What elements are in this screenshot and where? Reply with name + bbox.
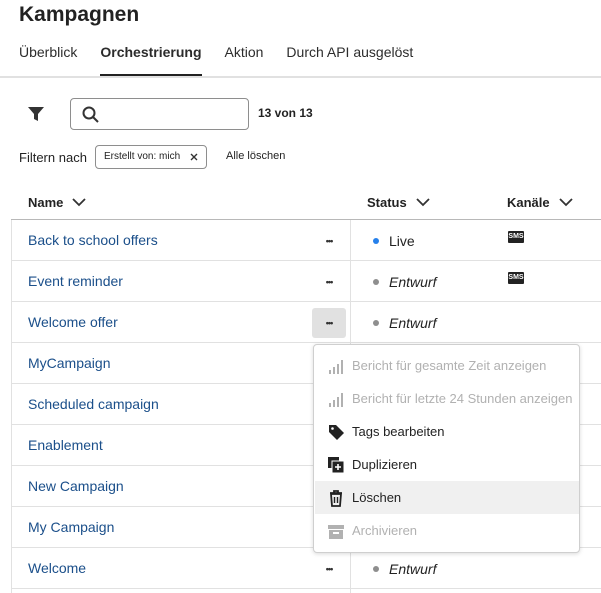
table-row: Event reminder ••• Entwurf SMS (11, 261, 601, 302)
menu-icon (329, 393, 343, 407)
menu-icon (330, 490, 342, 507)
result-count: 13 von 13 (258, 106, 313, 120)
search-icon (82, 106, 99, 123)
menu-icon (329, 360, 343, 374)
sort-chevron (416, 198, 430, 207)
campaign-name[interactable]: Welcome offer (28, 314, 118, 330)
table-row: Welcome offer ••• Entwurf (11, 302, 601, 343)
menu-label: Duplizieren (352, 457, 418, 472)
campaign-name[interactable]: Event reminder (28, 273, 123, 289)
chip-remove[interactable] (190, 153, 198, 161)
campaign-name[interactable]: MyCampaign (28, 355, 111, 371)
sort-chevron (72, 198, 87, 207)
menu-item[interactable]: Duplizieren (315, 448, 579, 481)
menu-item: Bericht für letzte 24 Stunden anzeigen (315, 382, 579, 415)
table-border (11, 220, 12, 593)
tabs-divider (0, 76, 601, 78)
search-field[interactable] (70, 98, 249, 130)
row-actions[interactable]: ••• (325, 277, 333, 287)
header-divider (11, 219, 601, 220)
menu-icon (328, 457, 345, 474)
page-title: Kampagnen (19, 3, 140, 26)
menu-icon (329, 425, 344, 440)
menu-item: Archivieren (315, 514, 579, 547)
campaign-name[interactable]: Scheduled campaign (28, 396, 159, 412)
tab[interactable]: Aktion (224, 44, 264, 60)
column-header[interactable]: Status (367, 195, 407, 210)
column-header[interactable]: Kanäle (507, 195, 550, 210)
column-header[interactable]: Name (28, 195, 64, 210)
menu-label: Löschen (352, 490, 402, 505)
status-dot (373, 320, 379, 326)
sort-chevron (559, 198, 573, 207)
status-label: Entwurf (389, 315, 437, 331)
status-dot (373, 238, 379, 244)
status-label: Entwurf (389, 561, 437, 577)
menu-item[interactable]: Löschen (315, 481, 579, 514)
status-dot (373, 566, 379, 572)
menu-item: Bericht für gesamte Zeit anzeigen (315, 349, 579, 382)
menu-label: Bericht für letzte 24 Stunden anzeigen (352, 391, 573, 406)
filter-icon[interactable] (27, 105, 45, 123)
status-dot (373, 279, 379, 285)
channel-icon: SMS (508, 231, 524, 243)
menu-label: Tags bearbeiten (352, 424, 445, 439)
menu-label: Bericht für gesamte Zeit anzeigen (352, 358, 547, 373)
menu-label: Archivieren (352, 523, 418, 538)
filter-chip[interactable]: Erstellt von: mich (95, 145, 207, 169)
channel-icon: SMS (508, 272, 524, 284)
tab[interactable]: Orchestrierung (100, 44, 202, 60)
campaign-name[interactable]: Back to school offers (28, 232, 158, 248)
tab[interactable]: Überblick (19, 44, 78, 60)
campaign-name[interactable]: Welcome (28, 560, 87, 576)
context-menu: Bericht für gesamte Zeit anzeigen Bericht… (313, 344, 580, 553)
status-label: Entwurf (389, 274, 437, 290)
table-row: Welcome ••• Entwurf (11, 548, 601, 589)
chip-label: Erstellt von: mich (104, 151, 181, 162)
filter-label: Filtern nach (19, 150, 87, 165)
menu-icon (328, 525, 344, 539)
clear-all[interactable]: Alle löschen (226, 150, 286, 162)
campaign-name[interactable]: New Campaign (28, 478, 124, 494)
tab[interactable]: Durch API ausgelöst (286, 44, 414, 60)
tab-indicator (100, 74, 202, 76)
table-row: Back to school offers ••• Live SMS (11, 220, 601, 261)
row-actions[interactable]: ••• (312, 308, 346, 338)
campaign-name[interactable]: Enablement (28, 437, 103, 453)
row-actions[interactable]: ••• (325, 564, 333, 574)
campaign-name[interactable]: My Campaign (28, 519, 115, 535)
menu-item[interactable]: Tags bearbeiten (315, 415, 579, 448)
row-actions[interactable]: ••• (325, 236, 333, 246)
status-label: Live (389, 233, 415, 249)
